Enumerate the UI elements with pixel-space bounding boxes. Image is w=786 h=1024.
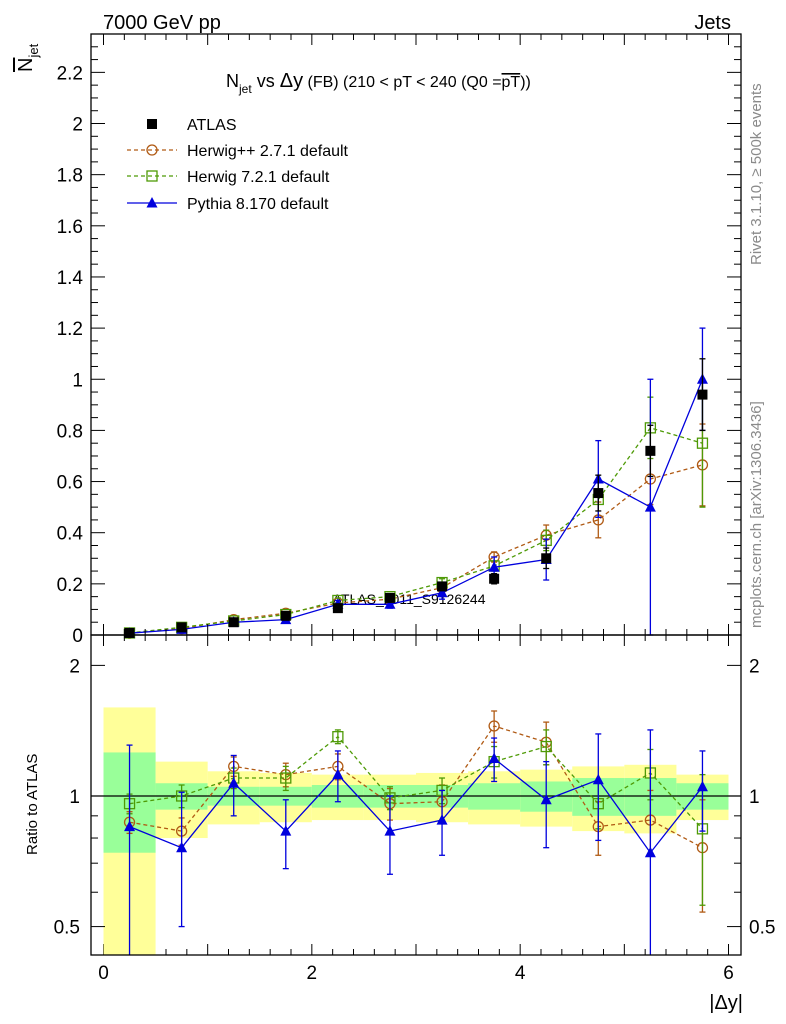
legend-marker-atlas — [147, 119, 157, 129]
y-tick-label: 2 — [72, 115, 83, 136]
series-line-pythia-8-170-default — [129, 379, 704, 634]
point-pythia-8-170-default — [436, 586, 448, 598]
rivet-label: Rivet 3.1.10, ≥ 500k events — [748, 83, 765, 265]
point-pythia-8-170-default — [384, 598, 396, 609]
point-pythia-8-170-default — [488, 561, 500, 572]
ratio-point-pythia-8-170-default — [332, 768, 344, 780]
ratio-point-pythia-8-170-default — [124, 820, 136, 832]
legend: ATLAS Herwig++ 2.7.1 default Herwig 7.2.1 … — [127, 117, 349, 213]
ratio-point-herwig-2-7-1-default — [488, 720, 500, 732]
ratio-point-pythia-8-170-default — [540, 793, 552, 805]
ratio-point-pythia-8-170-default — [696, 780, 708, 792]
ratio-y-tick-label: 2 — [69, 656, 80, 677]
header-energy: 7000 GeV pp — [103, 12, 221, 34]
y-tick-label: 0.8 — [57, 421, 83, 442]
ratio-line-herwig-2-7-1-default — [129, 725, 703, 849]
ratio-line-pythia-8-170-default — [129, 757, 703, 854]
ratio-point-pythia-8-170-default — [384, 825, 396, 836]
y-tick-label: 1.4 — [57, 268, 84, 289]
point-pythia-8-170-default — [644, 501, 656, 512]
legend-marker-pythia-8-170-default — [146, 197, 158, 208]
y-tick-label: 0.4 — [57, 524, 84, 545]
mcplots-label: mcplots.cern.ch [arXiv:1306.3436] — [748, 401, 765, 628]
point-atlas — [593, 488, 604, 499]
legend-label-pythia-8-170-default: Pythia 8.170 default — [187, 196, 329, 213]
point-atlas — [697, 389, 708, 400]
ratio-point-pythia-8-170-default — [228, 777, 240, 788]
x-tick-label: 0 — [98, 963, 109, 984]
ratio-plot-area: 0 2 4 6 0.5 0.5 1 1 2 2 — [54, 634, 775, 984]
x-tick-label: 2 — [307, 963, 318, 984]
point-atlas — [489, 573, 500, 584]
legend-marker-herwig-7-2-1-default — [146, 170, 158, 182]
ratio-point-herwig-7-2-1-default — [280, 772, 292, 784]
ratio-ylabel: Ratio to ATLAS — [24, 754, 41, 855]
legend-label-herwig-7-2-1-default: Herwig 7.2.1 default — [187, 169, 330, 186]
x-axis-label: |Δy| — [709, 992, 743, 1014]
ratio-point-pythia-8-170-default — [488, 752, 500, 764]
ratio-line-herwig-7-2-1-default — [129, 735, 703, 830]
y-tick-label: 1.2 — [57, 319, 83, 340]
ratio-point-herwig-7-2-1-default — [332, 731, 344, 743]
y-tick-label: 0.2 — [57, 575, 83, 596]
plot-title: Njet vs Δy (FB) (210 < pT < 240 (Q0 =pT)… — [226, 70, 531, 96]
y-tick-label: 1.6 — [57, 217, 83, 238]
point-herwig-7-2-1-default — [696, 437, 709, 449]
x-tick-label: 4 — [515, 963, 526, 984]
ratio-y-tick-label: 1 — [69, 787, 80, 808]
header-process: Jets — [694, 12, 731, 34]
ratio-point-pythia-8-170-default — [592, 773, 604, 785]
point-atlas — [645, 445, 656, 456]
ratio-point-pythia-8-170-default — [436, 814, 448, 825]
point-atlas — [332, 603, 343, 614]
point-atlas — [124, 627, 135, 638]
analysis-watermark: ATLAS_2011_S9126244 — [333, 591, 486, 607]
point-atlas — [384, 592, 395, 603]
y-tick-label: 2.2 — [57, 63, 83, 84]
ratio-y-tick-label-right: 1 — [749, 787, 760, 808]
ratio-point-pythia-8-170-default — [644, 846, 656, 858]
ratio-y-tick-label-right: 0.5 — [749, 918, 775, 939]
point-atlas — [228, 617, 239, 628]
point-atlas — [280, 610, 291, 621]
ratio-y-tick-label-right: 2 — [749, 656, 760, 677]
x-tick-label: 6 — [723, 963, 734, 984]
series-line-herwig-2-7-1-default — [129, 464, 703, 634]
y-tick-label: 1 — [72, 370, 83, 391]
ratio-point-pythia-8-170-default — [176, 841, 188, 853]
main-plot-area: ATLAS_2011_S9126244 0 0.2 0.4 0.6 0.8 1 1.2 1.4 1… — [57, 33, 742, 955]
ratio-y-tick-label: 0.5 — [54, 918, 80, 939]
point-atlas — [176, 622, 187, 633]
series-line-herwig-7-2-1-default — [129, 427, 703, 634]
main-ylabel: Njet — [15, 43, 41, 72]
y-tick-label: 0 — [72, 626, 83, 647]
title-q0-overlined: pT — [502, 74, 521, 91]
point-atlas — [541, 553, 552, 564]
point-atlas — [437, 581, 448, 592]
ratio-point-herwig-7-2-1-default — [540, 740, 552, 753]
legend-label-atlas: ATLAS — [187, 117, 237, 134]
legend-label-herwig-2-7-1-default: Herwig++ 2.7.1 default — [187, 143, 349, 160]
y-tick-label: 1.8 — [57, 166, 83, 187]
legend-marker-herwig-2-7-1-default — [146, 144, 158, 156]
ratio-point-pythia-8-170-default — [280, 825, 292, 836]
y-tick-label: 0.6 — [57, 473, 83, 494]
ratio-frame — [90, 634, 742, 956]
